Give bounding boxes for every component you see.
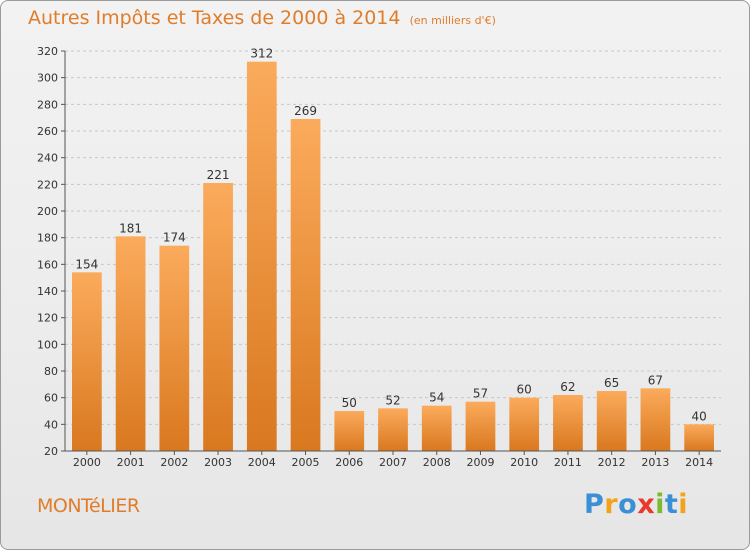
bar-2010	[509, 397, 540, 451]
bar-value-label: 54	[429, 391, 444, 405]
bar-value-label: 181	[119, 221, 142, 235]
bar-2007	[378, 408, 408, 451]
bar-2009	[465, 401, 496, 451]
proxiti-logo[interactable]: Proxiti	[584, 489, 688, 520]
y-tick-label: 300	[37, 72, 58, 85]
logo-letter: P	[584, 489, 605, 520]
y-tick-label: 60	[44, 392, 58, 405]
x-tick-label: 2007	[379, 456, 407, 469]
bar-value-label: 65	[604, 376, 619, 390]
bar-2011	[553, 395, 583, 451]
x-tick-label: 2000	[73, 456, 101, 469]
y-tick-label: 80	[44, 365, 58, 378]
bar-value-label: 50	[342, 396, 357, 410]
bar-value-label: 40	[691, 409, 706, 423]
bar-value-label: 52	[385, 393, 400, 407]
bar-2001	[115, 236, 146, 451]
logo-letter: t	[664, 489, 679, 520]
bar-2008	[421, 405, 452, 451]
bar-value-label: 221	[207, 168, 230, 182]
chart-title-block: Autres Impôts et Taxes de 2000 à 2014 (e…	[28, 7, 496, 29]
x-tick-label: 2012	[598, 456, 626, 469]
chart-title: Autres Impôts et Taxes de 2000 à 2014	[28, 7, 401, 29]
y-tick-label: 160	[37, 258, 58, 271]
x-tick-label: 2011	[554, 456, 582, 469]
y-tick-label: 100	[37, 338, 58, 351]
y-tick-label: 240	[37, 152, 58, 165]
bar-2004	[246, 61, 277, 452]
bar-value-label: 269	[294, 104, 317, 118]
logo-letter: o	[618, 489, 638, 520]
bar-value-label: 67	[648, 373, 663, 387]
x-tick-label: 2003	[204, 456, 232, 469]
bar-2013	[640, 388, 671, 451]
y-tick-label: 180	[37, 232, 58, 245]
y-tick-label: 260	[37, 125, 58, 138]
y-tick-label: 120	[37, 312, 58, 325]
x-tick-label: 2004	[248, 456, 276, 469]
x-axis: 2000 2001 2002 2003 2004 2005 2006 2007 2008 2009…	[65, 450, 721, 469]
bar-value-label: 62	[560, 380, 575, 394]
x-tick-label: 2005	[292, 456, 320, 469]
bar-value-label: 174	[163, 231, 186, 245]
y-tick-label: 200	[37, 205, 58, 218]
bars: 154 181 174 221 312 269 50 52 54 57 60 62 65 67 40	[71, 47, 715, 452]
x-tick-label: 2008	[423, 456, 451, 469]
x-tick-label: 2006	[335, 456, 363, 469]
bar-2003	[203, 183, 233, 451]
y-tick-label: 220	[37, 178, 58, 191]
bar-2002	[159, 245, 190, 451]
y-tick-label: 320	[37, 45, 58, 58]
bar-value-label: 312	[250, 47, 273, 61]
x-tick-label: 2002	[160, 456, 188, 469]
bar-2014	[684, 424, 715, 451]
logo-letter: i	[655, 489, 665, 520]
bar-value-label: 154	[75, 257, 98, 271]
bar-value-label: 57	[473, 387, 488, 401]
bar-value-label: 60	[517, 383, 532, 397]
chart-subtitle: (en milliers d'€)	[409, 14, 496, 27]
bar-2012	[596, 391, 627, 451]
logo-letter: x	[637, 489, 656, 520]
x-tick-label: 2014	[685, 456, 713, 469]
city-name: MONTéLIER	[37, 495, 140, 517]
logo-letter: i	[678, 489, 689, 520]
bar-2005	[290, 119, 321, 451]
x-tick-label: 2001	[117, 456, 145, 469]
y-tick-label: 20	[44, 445, 58, 458]
logo-letter: r	[604, 489, 619, 520]
x-tick-label: 2013	[641, 456, 669, 469]
y-tick-label: 280	[37, 98, 58, 111]
x-tick-label: 2010	[510, 456, 538, 469]
y-tick-label: 40	[44, 418, 58, 431]
bar-2000	[71, 272, 102, 451]
x-tick-label: 2009	[466, 456, 494, 469]
y-tick-label: 140	[37, 285, 58, 298]
bar-2006	[334, 411, 365, 451]
y-axis: 20 40 60 80 100 120 140 160 180 200 220 240 260 280 30…	[37, 45, 66, 458]
